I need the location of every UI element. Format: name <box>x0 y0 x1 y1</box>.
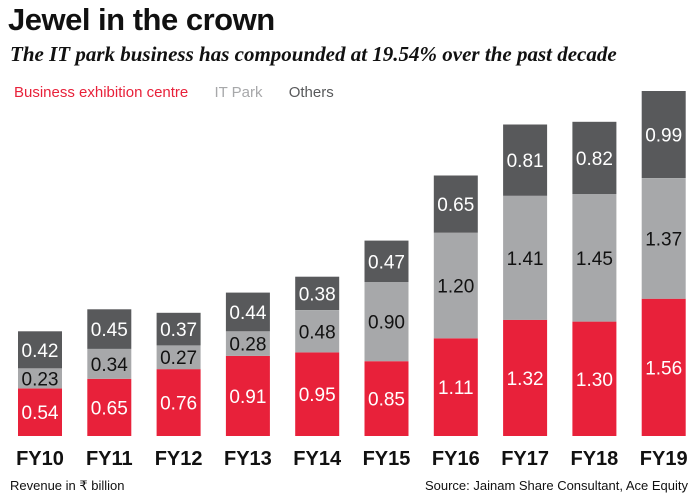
bar-segment-business-exhibition-centre-fy18 <box>572 321 617 436</box>
value-label-others-fy13: 0.44 <box>229 303 266 324</box>
value-label-others-fy11: 0.45 <box>91 320 128 341</box>
unit-note: Revenue in ₹ billion <box>10 478 125 493</box>
bar-segment-business-exhibition-centre-fy16 <box>433 338 478 436</box>
value-label-others-fy14: 0.38 <box>299 284 336 305</box>
category-label-fy15: FY15 <box>363 448 411 470</box>
category-label-fy19: FY19 <box>640 448 688 470</box>
bar-segment-business-exhibition-centre-fy19 <box>641 298 686 436</box>
bar-segment-others-fy13 <box>225 292 270 332</box>
value-label-others-fy17: 0.81 <box>507 151 544 172</box>
value-label-it-park-fy18: 1.45 <box>576 249 613 270</box>
bar-segment-it-park-fy12 <box>156 345 201 370</box>
category-label-fy18: FY18 <box>570 448 618 470</box>
category-label-fy17: FY17 <box>501 448 549 470</box>
bar-segment-it-park-fy11 <box>87 348 132 379</box>
value-label-business-exhibition-centre-fy10: 0.54 <box>22 403 59 424</box>
value-label-others-fy15: 0.47 <box>368 252 405 273</box>
bar-segment-business-exhibition-centre-fy10 <box>18 388 62 436</box>
value-label-business-exhibition-centre-fy12: 0.76 <box>160 394 197 415</box>
value-label-others-fy12: 0.37 <box>160 320 197 341</box>
value-label-it-park-fy12: 0.27 <box>160 348 197 369</box>
category-label-fy11: FY11 <box>86 448 133 470</box>
bar-segment-it-park-fy19 <box>641 178 686 299</box>
category-label-fy12: FY12 <box>155 448 203 470</box>
bar-segment-it-park-fy14 <box>295 310 340 353</box>
bar-segment-others-fy16 <box>433 175 478 233</box>
value-label-business-exhibition-centre-fy17: 1.32 <box>507 369 544 390</box>
bar-segment-others-fy19 <box>641 91 686 179</box>
bar-segment-business-exhibition-centre-fy13 <box>225 355 270 436</box>
bar-segment-others-fy14 <box>295 276 340 311</box>
bar-segment-others-fy15 <box>364 240 409 282</box>
chart-subtitle: The IT park business has compounded at 1… <box>10 42 617 66</box>
legend: Business exhibition centre IT Park Other… <box>14 84 356 101</box>
value-label-others-fy18: 0.82 <box>576 149 613 170</box>
category-label-fy16: FY16 <box>432 448 480 470</box>
bar-segment-business-exhibition-centre-fy12 <box>156 369 201 436</box>
category-label-fy13: FY13 <box>224 448 272 470</box>
value-label-it-park-fy11: 0.34 <box>91 355 128 376</box>
bar-segment-it-park-fy13 <box>225 331 270 356</box>
bar-segment-it-park-fy17 <box>503 195 548 320</box>
bar-segment-it-park-fy15 <box>364 282 409 362</box>
bar-segment-others-fy11 <box>87 309 132 349</box>
value-label-business-exhibition-centre-fy16: 1.11 <box>438 378 474 399</box>
bar-segment-it-park-fy10 <box>18 368 62 389</box>
category-label-fy14: FY14 <box>293 448 342 470</box>
value-label-it-park-fy16: 1.20 <box>437 277 474 298</box>
value-label-business-exhibition-centre-fy19: 1.56 <box>645 358 682 379</box>
legend-others: Others <box>288 84 334 101</box>
value-label-it-park-fy13: 0.28 <box>229 335 266 356</box>
value-label-business-exhibition-centre-fy13: 0.91 <box>229 387 266 408</box>
value-label-it-park-fy15: 0.90 <box>368 313 405 334</box>
value-label-it-park-fy19: 1.37 <box>645 229 682 250</box>
legend-it-park: IT Park <box>214 84 263 101</box>
chart-title: Jewel in the crown <box>8 2 275 37</box>
bar-segment-business-exhibition-centre-fy14 <box>295 352 340 436</box>
bar-segment-it-park-fy18 <box>572 194 617 322</box>
value-label-business-exhibition-centre-fy11: 0.65 <box>91 398 128 419</box>
value-label-others-fy10: 0.42 <box>22 341 59 362</box>
value-label-others-fy19: 0.99 <box>645 126 682 147</box>
bar-segment-others-fy10 <box>18 331 62 369</box>
source-note: Source: Jainam Share Consultant, Ace Equ… <box>424 478 688 493</box>
bar-segment-it-park-fy16 <box>433 232 478 339</box>
bar-segment-business-exhibition-centre-fy17 <box>503 319 548 436</box>
bar-segment-others-fy18 <box>572 121 617 194</box>
value-label-it-park-fy14: 0.48 <box>299 322 336 343</box>
category-label-fy10: FY10 <box>16 448 64 470</box>
value-label-business-exhibition-centre-fy18: 1.30 <box>576 370 613 391</box>
legend-business-exhibition-centre: Business exhibition centre <box>14 84 189 101</box>
bar-segment-others-fy17 <box>503 124 548 196</box>
value-label-business-exhibition-centre-fy15: 0.85 <box>368 390 405 411</box>
value-label-it-park-fy17: 1.41 <box>507 249 544 270</box>
bar-segment-others-fy12 <box>156 312 201 346</box>
value-label-it-park-fy10: 0.23 <box>22 369 59 390</box>
bar-segment-business-exhibition-centre-fy11 <box>87 378 132 436</box>
value-label-others-fy16: 0.65 <box>437 195 474 216</box>
value-label-business-exhibition-centre-fy14: 0.95 <box>299 385 336 406</box>
bar-segment-business-exhibition-centre-fy15 <box>364 361 409 436</box>
